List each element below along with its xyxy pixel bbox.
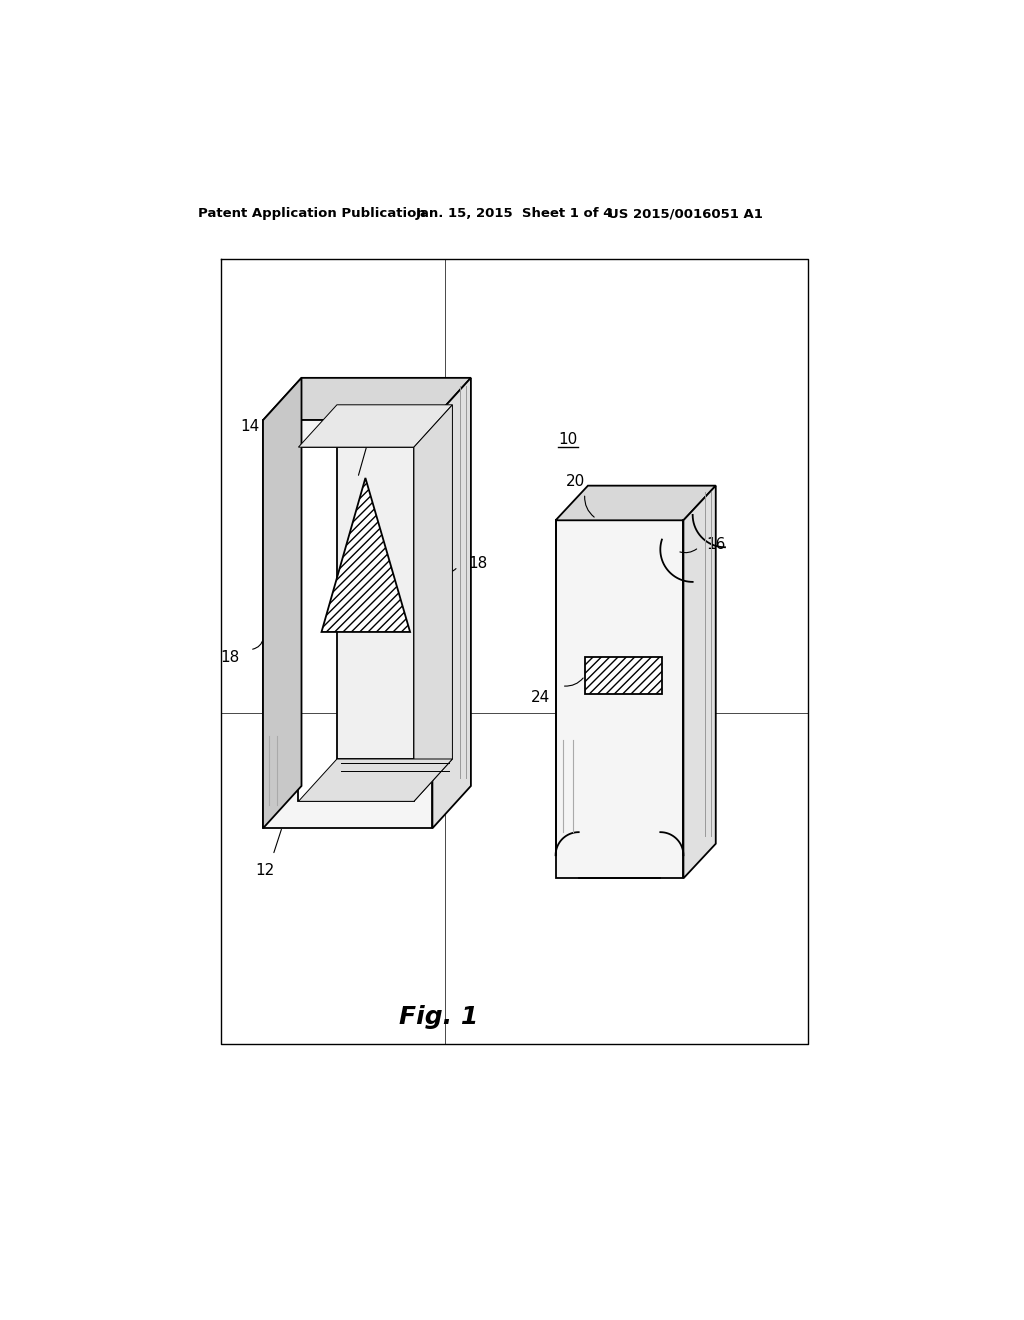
Text: 22: 22 (385, 422, 403, 437)
Polygon shape (585, 657, 662, 693)
Polygon shape (263, 378, 301, 829)
Text: 14: 14 (241, 418, 260, 434)
Polygon shape (556, 486, 716, 520)
Polygon shape (337, 405, 453, 759)
Polygon shape (414, 405, 453, 801)
Text: Patent Application Publication: Patent Application Publication (199, 207, 426, 220)
Text: 18: 18 (220, 649, 240, 665)
Text: 18: 18 (468, 556, 487, 572)
Text: Fig. 1: Fig. 1 (399, 1005, 478, 1030)
Polygon shape (432, 378, 471, 829)
Polygon shape (298, 405, 453, 447)
Text: 10: 10 (558, 432, 578, 447)
Polygon shape (683, 486, 716, 878)
Text: 16: 16 (707, 537, 726, 553)
Polygon shape (263, 378, 471, 420)
PathPatch shape (263, 420, 432, 829)
Text: 12: 12 (256, 863, 274, 878)
Polygon shape (556, 520, 683, 878)
Text: US 2015/0016051 A1: US 2015/0016051 A1 (608, 207, 763, 220)
Text: 20: 20 (566, 474, 586, 490)
Polygon shape (298, 759, 453, 801)
Text: Jan. 15, 2015  Sheet 1 of 4: Jan. 15, 2015 Sheet 1 of 4 (416, 207, 613, 220)
Text: 24: 24 (531, 690, 550, 705)
Polygon shape (322, 478, 410, 632)
